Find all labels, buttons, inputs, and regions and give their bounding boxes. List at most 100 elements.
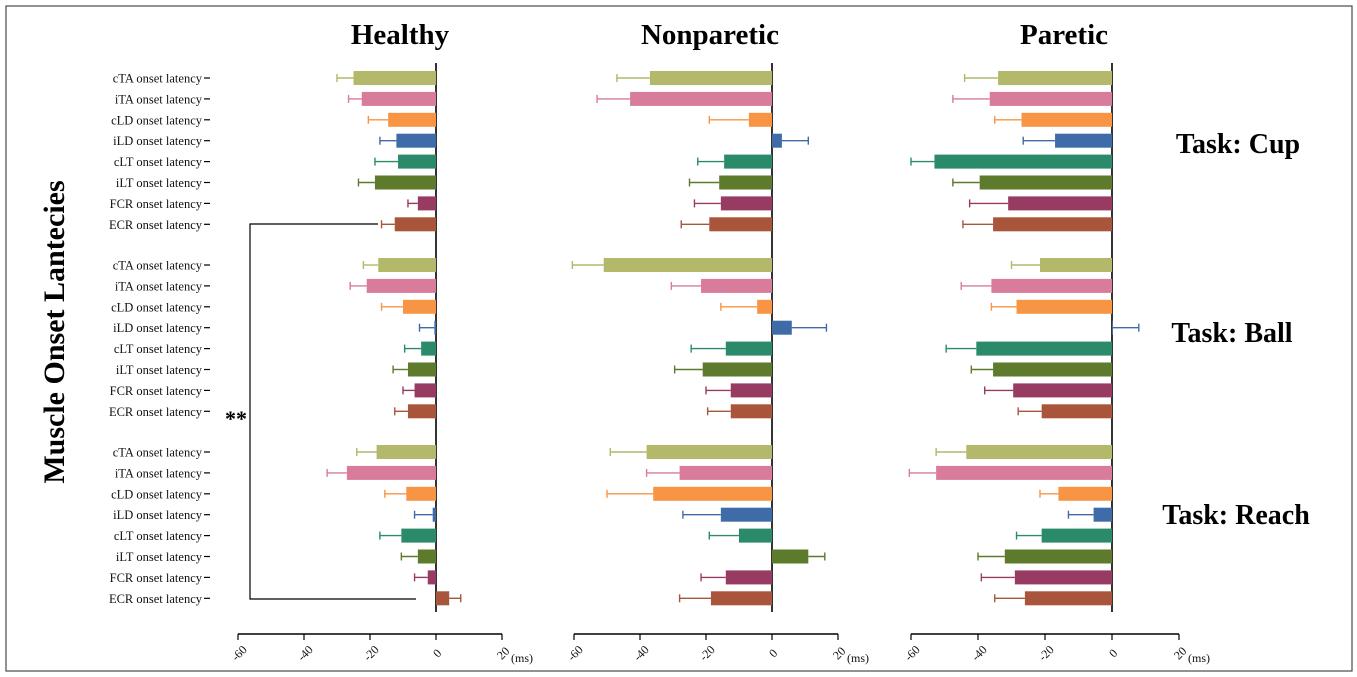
x-tick-label: -60: [902, 643, 923, 664]
category-label: iLT onset latency: [116, 550, 203, 564]
bar: [1021, 112, 1112, 127]
x-tick-label: -40: [631, 643, 652, 664]
bar: [394, 217, 436, 232]
task-label-ball: Task: Ball: [1171, 318, 1292, 349]
category-label: iLT onset latency: [116, 363, 203, 377]
category-label: cLD onset latency: [111, 113, 203, 127]
bar: [432, 507, 436, 522]
bar: [720, 196, 772, 211]
bar: [1041, 404, 1112, 419]
category-label: cLT onset latency: [114, 342, 203, 356]
x-tick-label: -40: [969, 643, 990, 664]
bar: [407, 362, 436, 377]
bar: [1093, 507, 1112, 522]
task-label-reach: Task: Reach: [1162, 500, 1310, 531]
x-tick-label: -20: [361, 643, 382, 664]
bar: [739, 528, 772, 543]
x-tick-label: 0: [430, 646, 444, 660]
bar: [934, 154, 1112, 169]
category-label: FCR onset latency: [110, 197, 203, 211]
category-label: cLD onset latency: [111, 300, 203, 314]
category-label: iLD onset latency: [113, 134, 203, 148]
bar: [979, 175, 1112, 190]
bar: [401, 528, 436, 543]
category-label: cLD onset latency: [111, 487, 203, 501]
panel-title-paretic: Paretic: [1020, 19, 1108, 51]
plot-layer: [326, 63, 1140, 612]
significance-marker: **: [225, 406, 247, 431]
bar: [989, 91, 1112, 106]
bar: [730, 404, 772, 419]
bar: [630, 91, 772, 106]
x-axes: -60 -40 -20 0 20(ms) -60 -40 -20 0 20(ms) -60 -40 -2…: [229, 633, 1210, 665]
bar: [378, 258, 436, 272]
category-label: iTA onset latency: [115, 279, 203, 293]
bar: [1013, 383, 1112, 398]
bar: [353, 71, 436, 85]
bar: [1014, 570, 1112, 585]
bar: [936, 465, 1112, 480]
category-label: cLT onset latency: [114, 529, 203, 543]
x-unit-label: (ms): [511, 651, 533, 665]
bar: [1008, 196, 1112, 211]
bar: [1004, 549, 1112, 564]
bar: [388, 112, 436, 127]
x-tick-label: -20: [1036, 643, 1057, 664]
bar: [366, 278, 436, 293]
significance-bracket: [249, 223, 416, 600]
bar: [436, 591, 450, 606]
category-label: ECR onset latency: [109, 405, 203, 419]
task-label-cup: Task: Cup: [1176, 129, 1300, 160]
category-label: cLT onset latency: [114, 155, 203, 169]
x-tick-label: -60: [229, 643, 250, 664]
category-label: cTA onset latency: [113, 72, 203, 86]
bar: [966, 445, 1112, 459]
category-label: FCR onset latency: [110, 384, 203, 398]
panel-title-healthy: Healthy: [351, 19, 450, 51]
x-tick-label: -20: [697, 643, 718, 664]
bar: [748, 112, 772, 127]
y-axis-title: Muscle Onset Lantecies: [38, 180, 71, 483]
bar: [757, 299, 772, 314]
bar: [720, 507, 772, 522]
bar: [701, 278, 772, 293]
bar: [603, 258, 772, 272]
bar: [725, 570, 772, 585]
category-label: iLD onset latency: [113, 508, 203, 522]
x-tick-label: 20: [1171, 644, 1189, 662]
bar: [646, 445, 772, 459]
bar: [1041, 528, 1112, 543]
bar: [396, 133, 436, 148]
bar: [993, 362, 1112, 377]
bar: [993, 217, 1112, 232]
bar: [991, 278, 1112, 293]
bar: [421, 341, 436, 356]
bar: [709, 217, 772, 232]
bar: [1039, 258, 1112, 272]
category-label: cTA onset latency: [113, 446, 203, 460]
bar: [725, 341, 772, 356]
figure-frame: [5, 5, 1353, 672]
bar: [976, 341, 1112, 356]
category-labels: cTA onset latency iTA onset latency cLD on…: [109, 72, 210, 606]
x-unit-label: (ms): [847, 651, 869, 665]
bar: [702, 362, 772, 377]
x-unit-label: (ms): [1188, 651, 1210, 665]
bar: [427, 570, 436, 585]
bar: [376, 445, 436, 459]
bar: [361, 91, 436, 106]
bar: [1058, 486, 1112, 501]
category-label: FCR onset latency: [110, 571, 203, 585]
bar: [417, 196, 436, 211]
category-label: iTA onset latency: [115, 466, 203, 480]
bar: [710, 591, 772, 606]
bar: [1024, 591, 1112, 606]
bar: [653, 486, 772, 501]
x-tick-label: 0: [1106, 646, 1120, 660]
category-label: ECR onset latency: [109, 592, 203, 606]
bar: [406, 486, 436, 501]
x-tick-label: 20: [494, 644, 512, 662]
bar: [434, 320, 436, 335]
bar: [772, 549, 809, 564]
